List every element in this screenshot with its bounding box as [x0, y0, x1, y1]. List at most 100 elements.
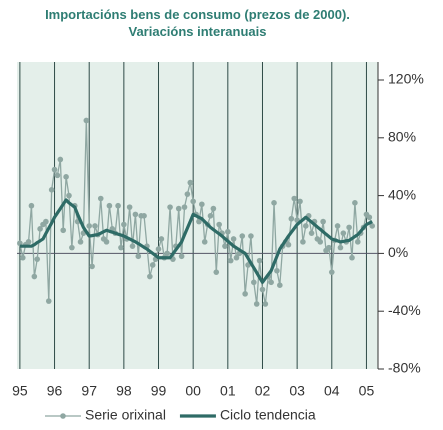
- data-point: [271, 200, 277, 206]
- chart-title: Importacións bens de consumo (prezos de …: [45, 7, 350, 22]
- data-point: [48, 187, 55, 193]
- data-point: [334, 223, 341, 229]
- data-point: [175, 205, 182, 212]
- data-point: [225, 228, 231, 235]
- data-point: [45, 298, 52, 304]
- data-point: [155, 246, 162, 252]
- data-point: [34, 256, 41, 262]
- data-point: [256, 257, 263, 264]
- data-point: [37, 226, 43, 232]
- data-point: [352, 200, 358, 206]
- data-point: [97, 195, 104, 202]
- x-tick-label: 01: [220, 383, 236, 399]
- data-point: [184, 191, 191, 197]
- data-point: [43, 218, 49, 225]
- x-tick-label: 02: [255, 383, 271, 399]
- data-point: [121, 221, 127, 228]
- x-tick-label: 97: [81, 383, 97, 399]
- data-point: [320, 218, 326, 225]
- data-point: [346, 224, 352, 231]
- data-point: [242, 291, 248, 297]
- data-point: [369, 223, 376, 229]
- x-tick-label: 03: [289, 383, 305, 399]
- x-tick-label: 99: [151, 383, 167, 399]
- data-point: [181, 204, 188, 210]
- data-point: [227, 257, 234, 264]
- data-point: [147, 273, 153, 280]
- data-point: [337, 244, 344, 251]
- data-point: [141, 213, 147, 219]
- data-point: [340, 230, 347, 236]
- data-point: [126, 204, 133, 210]
- data-point: [164, 250, 170, 257]
- data-point: [288, 215, 295, 222]
- y-tick-label: -40%: [388, 302, 421, 318]
- trend-line: [19, 198, 373, 284]
- data-point: [253, 301, 260, 307]
- data-point: [349, 254, 355, 261]
- data-point: [77, 239, 84, 245]
- data-point: [239, 233, 246, 239]
- x-tick-label: 95: [12, 383, 28, 399]
- data-point: [248, 233, 254, 239]
- data-point: [328, 269, 335, 275]
- data-point: [103, 239, 110, 245]
- data-point: [300, 239, 306, 245]
- data-point: [262, 301, 269, 307]
- y-tick-label: 80%: [388, 129, 416, 145]
- data-point: [259, 286, 266, 293]
- data-point: [31, 273, 38, 280]
- y-tick-label: 120%: [388, 71, 424, 87]
- data-point: [210, 205, 217, 212]
- data-point: [366, 214, 373, 221]
- data-point: [158, 236, 165, 242]
- chart-subtitle: Variacións interanuais: [128, 24, 267, 39]
- data-point: [216, 221, 222, 228]
- data-point: [106, 202, 113, 209]
- data-point: [274, 267, 280, 274]
- legend-label: Ciclo tendencia: [220, 407, 316, 423]
- data-point: [132, 211, 139, 218]
- data-point: [57, 156, 64, 163]
- data-point: [251, 279, 257, 286]
- x-tick-label: 96: [47, 383, 63, 399]
- data-point: [190, 198, 196, 205]
- data-point: [354, 239, 361, 245]
- data-point: [51, 166, 58, 173]
- data-point: [199, 201, 205, 208]
- x-tick-label: 98: [116, 383, 132, 399]
- data-point: [297, 198, 303, 205]
- data-point: [83, 117, 90, 124]
- data-point: [303, 223, 309, 229]
- x-tick-label: 04: [324, 383, 340, 399]
- data-point: [187, 179, 194, 186]
- data-point: [230, 236, 237, 242]
- x-tick-label: 05: [359, 383, 375, 399]
- data-point: [268, 279, 274, 286]
- title-block: Importacións bens de consumo (prezos de …: [45, 6, 350, 40]
- data-point: [60, 227, 67, 234]
- data-point: [118, 244, 124, 251]
- data-point: [233, 254, 240, 261]
- data-point: [149, 262, 156, 268]
- data-point: [89, 263, 95, 270]
- data-point: [201, 239, 208, 245]
- data-point: [129, 243, 136, 249]
- data-point: [54, 172, 61, 179]
- data-point: [167, 204, 173, 210]
- data-point: [213, 269, 220, 275]
- data-point: [115, 202, 121, 209]
- data-point: [86, 223, 92, 229]
- data-point: [135, 253, 142, 260]
- data-point: [66, 192, 72, 199]
- data-point: [308, 230, 315, 236]
- y-tick-label: 40%: [388, 186, 416, 202]
- data-point: [291, 195, 298, 202]
- data-point: [28, 202, 35, 209]
- legend-label: Serie orixinal: [85, 407, 166, 423]
- y-tick-label: -80%: [388, 360, 421, 376]
- data-point: [25, 239, 32, 245]
- data-point: [277, 282, 283, 288]
- data-point: [92, 223, 98, 229]
